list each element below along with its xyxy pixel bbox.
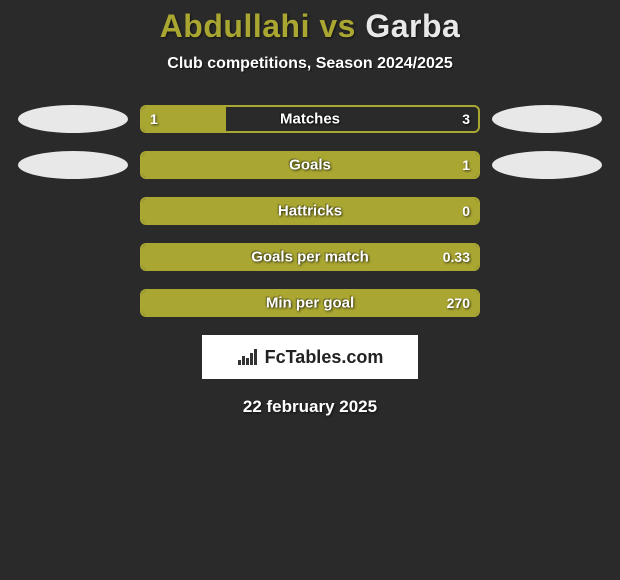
stat-right-value: 1 <box>462 157 470 173</box>
player2-oval-icon <box>492 105 602 133</box>
stat-label: Hattricks <box>278 203 342 220</box>
stats-rows: 1 Matches 3 Goals 1 Hattricks 0 Goals per match… <box>0 105 620 317</box>
comparison-infographic: Abdullahi vs Garba Club competitions, Se… <box>0 0 620 417</box>
stat-label: Matches <box>280 111 340 128</box>
stat-left-value: 1 <box>150 111 158 127</box>
subtitle: Club competitions, Season 2024/2025 <box>0 55 620 73</box>
stat-row: Goals per match 0.33 <box>0 243 620 271</box>
player2-oval-icon <box>492 151 602 179</box>
stat-bar: Min per goal 270 <box>140 289 480 317</box>
logo-box: FcTables.com <box>202 335 418 379</box>
player2-name: Garba <box>365 8 460 44</box>
stat-right-value: 270 <box>447 295 470 311</box>
oval-spacer <box>18 289 128 317</box>
player1-oval-icon <box>18 151 128 179</box>
stat-bar: Hattricks 0 <box>140 197 480 225</box>
stat-row: Min per goal 270 <box>0 289 620 317</box>
stat-label: Goals per match <box>251 249 369 266</box>
oval-spacer <box>492 289 602 317</box>
stat-row: Hattricks 0 <box>0 197 620 225</box>
stat-bar: Goals per match 0.33 <box>140 243 480 271</box>
stat-right-value: 3 <box>462 111 470 127</box>
page-title: Abdullahi vs Garba <box>0 8 620 45</box>
vs-text: vs <box>319 8 356 44</box>
date-text: 22 february 2025 <box>0 397 620 417</box>
stat-label: Min per goal <box>266 295 354 312</box>
player1-oval-icon <box>18 105 128 133</box>
oval-spacer <box>18 243 128 271</box>
oval-spacer <box>492 197 602 225</box>
logo-text: FcTables.com <box>265 347 384 368</box>
oval-spacer <box>492 243 602 271</box>
stat-row: 1 Matches 3 <box>0 105 620 133</box>
bar-chart-icon <box>237 348 259 366</box>
stat-right-value: 0.33 <box>443 249 470 265</box>
stat-bar: 1 Matches 3 <box>140 105 480 133</box>
stat-right-value: 0 <box>462 203 470 219</box>
stat-bar: Goals 1 <box>140 151 480 179</box>
oval-spacer <box>18 197 128 225</box>
stat-row: Goals 1 <box>0 151 620 179</box>
player1-name: Abdullahi <box>160 8 310 44</box>
stat-label: Goals <box>289 157 331 174</box>
